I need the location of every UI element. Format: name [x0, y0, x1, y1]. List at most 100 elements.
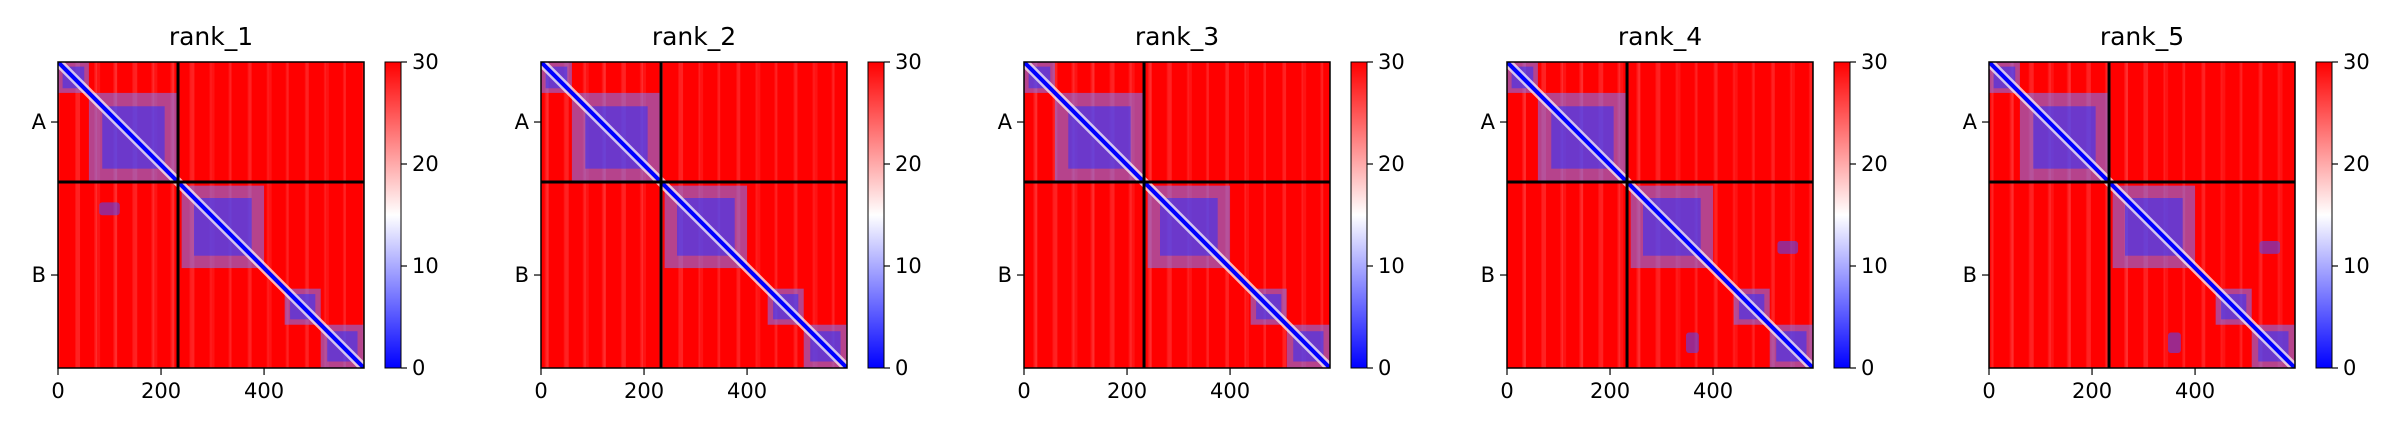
texture-stripe — [1521, 62, 1526, 368]
texture-stripe — [132, 62, 135, 368]
x-tick-label: 400 — [727, 379, 767, 403]
chain-label: A — [32, 110, 47, 134]
texture-stripe — [2028, 62, 2031, 368]
chain-label: B — [998, 263, 1012, 287]
texture-stripe — [323, 62, 326, 368]
texture-stripe — [1321, 62, 1324, 368]
texture-stripe — [546, 62, 549, 368]
texture-stripe — [603, 62, 606, 368]
texture-stripe — [1282, 62, 1287, 368]
colorbar-tick-label: 10 — [1861, 254, 1888, 278]
texture-stripe — [2029, 62, 2034, 368]
texture-stripe — [2220, 62, 2223, 368]
x-tick-label: 0 — [1982, 379, 1995, 403]
texture-stripe — [1752, 62, 1755, 368]
contact-patch — [1686, 332, 1699, 354]
texture-stripe — [1579, 62, 1584, 368]
plot-frame — [57, 61, 365, 369]
panel-5: rank_5 0 200 400 A B 0 10 20 30 — [1963, 22, 2370, 403]
panel-4: rank_4 0 200 400 A B 0 10 20 30 — [1481, 22, 1888, 403]
texture-stripe — [1991, 62, 1994, 368]
diagonal — [1507, 62, 1813, 368]
colorbar-tick-label: 0 — [1861, 356, 1874, 380]
colorbar-tick-label: 0 — [1378, 356, 1391, 380]
panel-3: rank_3 0 200 400 A B 0 10 20 30 — [998, 22, 1405, 403]
texture-stripe — [171, 62, 175, 368]
heatmap — [541, 62, 847, 368]
plot-frame — [540, 61, 848, 369]
texture-stripe — [1110, 62, 1115, 368]
texture-stripe — [1542, 62, 1547, 368]
texture-stripe — [755, 62, 758, 368]
x-tick-label: 0 — [534, 379, 547, 403]
texture-stripe — [1033, 62, 1038, 368]
texture-stripe — [324, 62, 329, 368]
texture-stripe — [170, 62, 175, 368]
texture-stripe — [639, 62, 643, 368]
diagonal — [541, 62, 847, 368]
contact-patch — [2259, 241, 2281, 254]
texture-stripe — [1598, 62, 1601, 368]
texture-stripe — [756, 62, 761, 368]
texture-stripe — [305, 62, 309, 368]
texture-stripe — [621, 62, 626, 368]
texture-stripe — [1618, 62, 1621, 368]
texture-stripe — [1128, 62, 1132, 368]
texture-stripe — [2201, 62, 2206, 368]
chain-label: B — [32, 263, 46, 287]
texture-stripe — [266, 62, 269, 368]
colorbar-tick-label: 20 — [895, 152, 922, 176]
texture-stripe — [1111, 62, 1115, 368]
texture-stripe — [76, 62, 81, 368]
chain-label: A — [998, 110, 1013, 134]
texture-stripe — [2087, 62, 2091, 368]
contact-patch — [2168, 332, 2181, 354]
texture-stripe — [1562, 62, 1567, 368]
texture-stripe — [601, 62, 606, 368]
colorbar-tick-label: 10 — [2343, 254, 2370, 278]
texture-stripe — [1283, 62, 1287, 368]
texture-stripe — [94, 62, 98, 368]
panel-1: rank_1 0 200 400 A B 0 10 20 30 — [32, 22, 439, 403]
texture-stripe — [2221, 62, 2226, 368]
diagonal — [1989, 62, 2295, 368]
texture-stripe — [1732, 62, 1735, 368]
texture-stripe — [75, 62, 77, 368]
texture-stripe — [2009, 62, 2014, 368]
texture-stripe — [1600, 62, 1604, 368]
texture-stripe — [582, 62, 586, 368]
x-tick-label: 200 — [1107, 379, 1147, 403]
texture-stripe — [1580, 62, 1584, 368]
colorbar — [1833, 61, 1851, 369]
texture-stripe — [1543, 62, 1547, 368]
contact-patch — [99, 202, 120, 216]
texture-stripe — [602, 62, 606, 368]
chain-label: B — [1963, 263, 1977, 287]
colorbar-tick-label: 10 — [1378, 254, 1405, 278]
heatmap — [1989, 62, 2295, 368]
x-tick-label: 0 — [1017, 379, 1030, 403]
texture-stripe — [1789, 62, 1792, 368]
texture-stripe — [2030, 62, 2034, 368]
texture-stripe — [342, 62, 346, 368]
texture-stripe — [1619, 62, 1624, 368]
texture-stripe — [813, 62, 818, 368]
x-tick-label: 200 — [141, 379, 181, 403]
texture-stripe — [153, 62, 158, 368]
texture-stripe — [172, 62, 175, 368]
texture-stripe — [545, 62, 549, 368]
texture-stripe — [2277, 62, 2280, 368]
texture-stripe — [2105, 62, 2108, 368]
texture-stripe — [794, 62, 798, 368]
texture-stripe — [2259, 62, 2263, 368]
panel-title: rank_2 — [652, 22, 736, 51]
texture-stripe — [563, 62, 566, 368]
texture-stripe — [1302, 62, 1307, 368]
texture-stripe — [1073, 62, 1078, 368]
texture-stripe — [1091, 62, 1095, 368]
texture-stripe — [1090, 62, 1095, 368]
texture-stripe — [343, 62, 346, 368]
texture-stripe — [620, 62, 623, 368]
texture-stripe — [361, 62, 364, 368]
texture-stripe — [1130, 62, 1135, 368]
